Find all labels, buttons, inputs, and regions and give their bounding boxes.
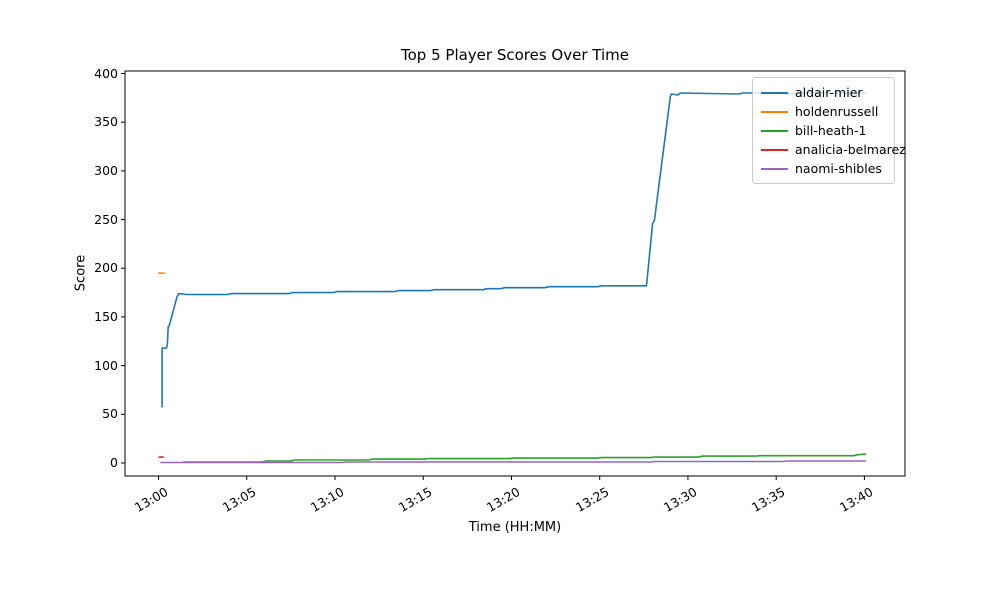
legend-item: bill-heath-1 [761, 121, 886, 140]
legend-line-icon [761, 110, 788, 113]
legend-label: aldair-mier [795, 85, 863, 100]
y-tick-label: 0 [110, 454, 118, 470]
series-line-bill-heath-1 [183, 453, 867, 463]
legend: aldair-mier holdenrussell bill-heath-1 anal… [752, 77, 906, 184]
legend-item: holdenrussell [761, 102, 886, 121]
y-tick-label: 300 [94, 162, 118, 178]
x-axis-label: Time (HH:MM) [468, 520, 562, 535]
y-tick-label: 250 [94, 211, 118, 227]
legend-line-icon [761, 91, 788, 94]
y-tick-label: 350 [94, 114, 118, 130]
legend-label: naomi-shibles [795, 161, 882, 176]
legend-line-icon [761, 129, 788, 132]
axes-spines [124, 70, 906, 477]
legend-item: naomi-shibles [761, 159, 886, 178]
y-tick-label: 400 [94, 65, 118, 81]
y-tick-label: 150 [94, 308, 118, 324]
y-tick-label: 200 [94, 260, 118, 276]
legend-line-icon [761, 148, 788, 151]
legend-item: aldair-mier [761, 83, 886, 102]
series-line-aldair-mier [161, 92, 867, 408]
legend-label: holdenrussell [795, 104, 879, 119]
legend-item: analicia-belmarez [761, 140, 906, 159]
legend-label: analicia-belmarez [795, 142, 906, 157]
chart-title: Top 5 Player Scores Over Time [401, 46, 629, 64]
legend-label: bill-heath-1 [795, 123, 867, 138]
legend-line-icon [761, 167, 788, 170]
y-tick-label: 50 [102, 406, 118, 422]
y-tick-label: 100 [94, 357, 118, 373]
series-line-naomi-shibles [160, 460, 867, 464]
